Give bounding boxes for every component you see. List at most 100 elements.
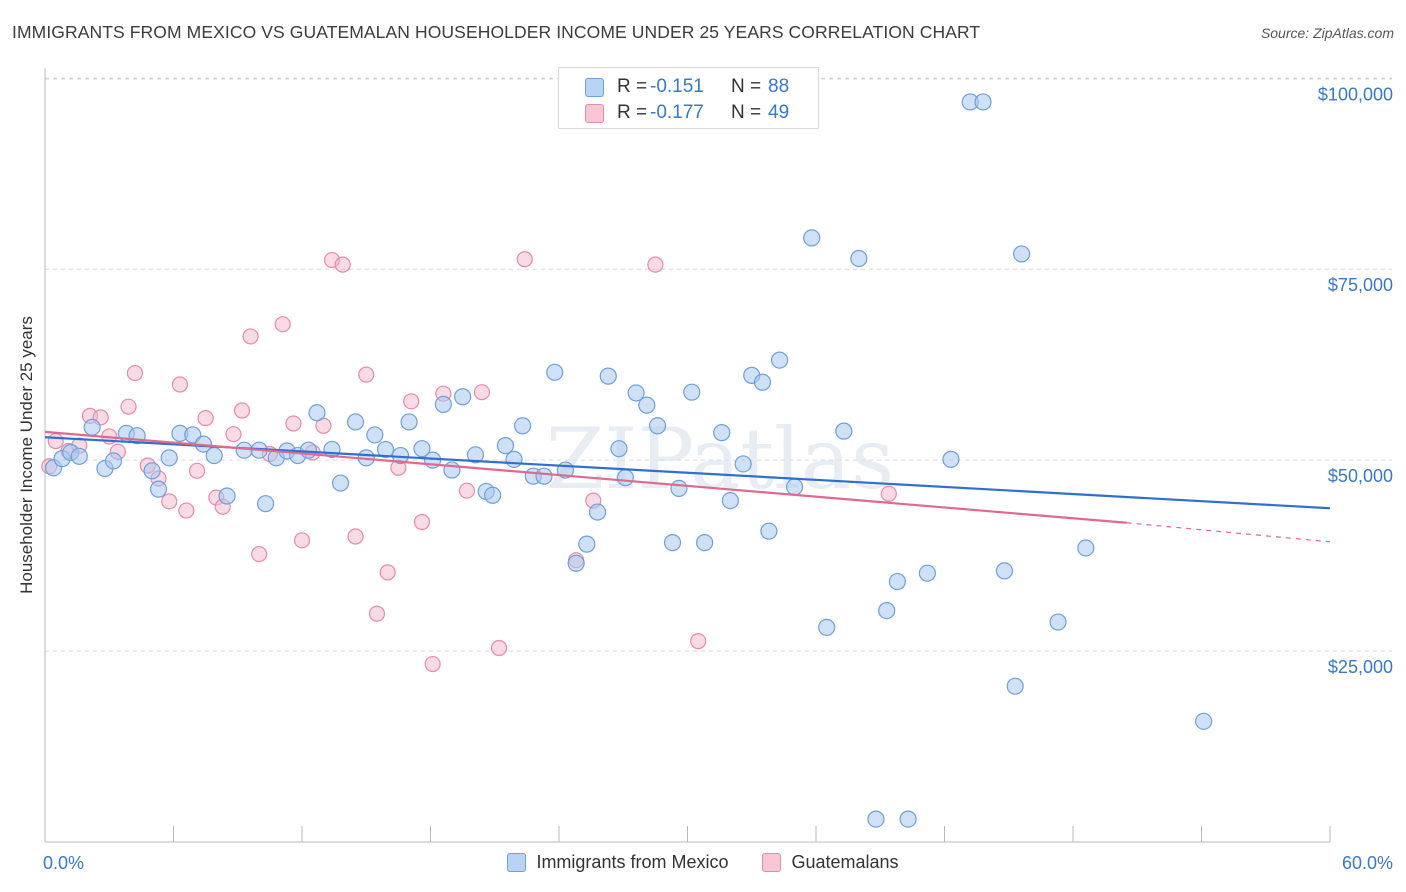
mexico-point xyxy=(867,810,885,828)
guatemalans-point xyxy=(334,256,351,273)
guatemalans-point xyxy=(516,251,533,268)
legend-label-guatemalans: Guatemalans xyxy=(791,852,899,872)
mexico-point xyxy=(434,395,452,413)
y-tick-label: $75,000 xyxy=(1328,275,1393,295)
n-label: N = xyxy=(731,102,762,123)
trend-lines xyxy=(44,430,1331,543)
y-axis-label: Householder Income Under 25 years xyxy=(17,316,36,594)
guatemalans-point xyxy=(120,398,137,415)
n-label: N = xyxy=(731,76,762,97)
legend-swatch-pink xyxy=(585,103,604,123)
mexico-point xyxy=(454,388,472,406)
mexico-point xyxy=(753,373,772,391)
mexico-point xyxy=(663,534,682,552)
x-tick-label: 0.0% xyxy=(43,853,84,873)
guatemalans-point xyxy=(473,384,490,401)
mexico-point xyxy=(578,535,596,553)
legend-swatch-blue xyxy=(585,77,604,97)
mexico-point xyxy=(443,461,461,479)
mexico-point xyxy=(670,479,688,497)
mexico-point xyxy=(331,474,350,492)
mexico-point xyxy=(599,367,617,385)
guatemalans-point xyxy=(197,410,214,427)
guatemalans-point xyxy=(293,532,311,549)
guatemalans-point xyxy=(458,482,476,499)
mexico-point xyxy=(466,446,485,464)
guatemalans-trend-line xyxy=(44,430,1127,524)
mexico-point xyxy=(835,422,853,440)
guatemalans-point xyxy=(647,256,664,273)
mexico-point xyxy=(567,554,585,572)
guatemalans-point xyxy=(242,328,259,345)
guatemalans-point xyxy=(274,316,291,333)
legend-item-guatemalans[interactable]: Guatemalans xyxy=(762,852,899,873)
mexico-point xyxy=(974,93,992,111)
guatemalans-point xyxy=(251,545,268,563)
mexico-point xyxy=(818,618,836,636)
r-label: R = xyxy=(617,76,648,97)
guatemalans-point xyxy=(424,655,441,673)
mexico-point xyxy=(535,467,553,485)
mexico-point xyxy=(70,447,88,465)
n-value: 49 xyxy=(768,102,790,123)
mexico-point xyxy=(918,564,936,582)
guatemalans-point xyxy=(178,502,195,519)
guatemalans-point xyxy=(358,366,375,383)
source-credit: Source: ZipAtlas.com xyxy=(1260,25,1394,41)
mexico-point xyxy=(616,469,634,487)
mexico-point xyxy=(1012,245,1031,263)
guatemalans-point xyxy=(47,432,64,450)
guatemalans-point xyxy=(490,639,508,657)
mexico-point xyxy=(496,437,515,455)
guatemalans-point xyxy=(403,393,420,410)
guatemalans-point xyxy=(347,528,364,545)
legend-swatch-pink xyxy=(762,853,782,872)
mexico-point xyxy=(1049,613,1067,631)
guatemalans-point xyxy=(880,485,897,502)
y-tick-label: $100,000 xyxy=(1318,84,1393,104)
legend-item-mexico[interactable]: Immigrants from Mexico xyxy=(507,852,728,873)
mexico-point xyxy=(683,383,701,401)
r-label: R = xyxy=(617,102,648,123)
mexico-point xyxy=(160,449,178,467)
mexico-point xyxy=(484,486,502,504)
mexico-point xyxy=(850,249,868,268)
mexico-point xyxy=(83,418,101,436)
mexico-point xyxy=(627,384,645,402)
guatemalans-point xyxy=(690,633,707,650)
mexico-point xyxy=(785,478,804,496)
guatemalans-point xyxy=(161,493,178,510)
mexico-point xyxy=(770,351,789,369)
axes xyxy=(44,68,1331,843)
guatemalans-point xyxy=(225,426,242,443)
mexico-point xyxy=(104,452,123,470)
mexico-point xyxy=(143,462,161,480)
series-legend: Immigrants from Mexico Guatemalans xyxy=(0,852,1406,873)
guatemalans-point xyxy=(285,415,302,432)
mexico-point xyxy=(1006,677,1024,695)
mexico-point xyxy=(588,503,607,521)
chart-title: IMMIGRANTS FROM MEXICO VS GUATEMALAN HOU… xyxy=(12,22,981,42)
mexico-point xyxy=(299,441,318,459)
mexico-point xyxy=(308,404,326,422)
mexico-point xyxy=(648,417,667,435)
mexico-point xyxy=(942,450,960,468)
mexico-point xyxy=(803,229,821,247)
mexico-point xyxy=(721,492,739,510)
n-value: 88 xyxy=(768,76,790,97)
mexico-point xyxy=(366,426,384,444)
mexico-point xyxy=(638,396,656,414)
legend-label-mexico: Immigrants from Mexico xyxy=(536,852,729,872)
mexico-point xyxy=(1195,712,1213,730)
mexico-point xyxy=(376,440,395,459)
guatemalans-point xyxy=(368,605,386,622)
r-value: -0.177 xyxy=(650,102,704,123)
r-value: -0.151 xyxy=(650,76,704,97)
x-tick-label: 60.0% xyxy=(1342,853,1393,873)
mexico-point xyxy=(1077,539,1095,557)
mexico-point xyxy=(888,572,906,591)
y-tick-label: $50,000 xyxy=(1328,466,1393,486)
mexico-point xyxy=(713,424,731,442)
mexico-point xyxy=(899,810,917,828)
